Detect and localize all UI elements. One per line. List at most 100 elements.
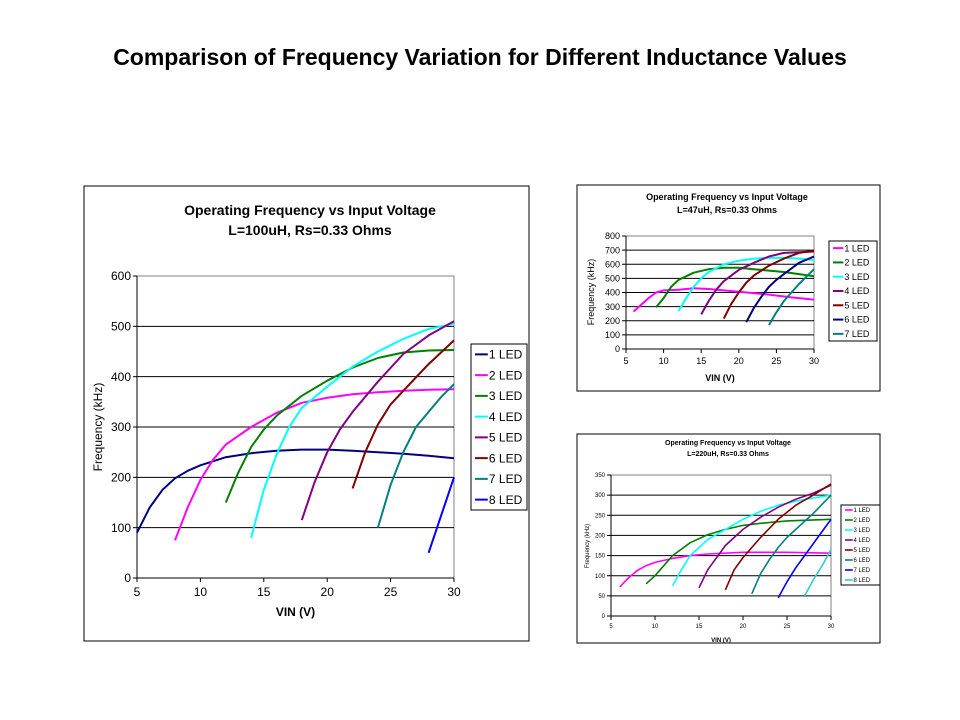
y-tick-label: 100 <box>595 574 606 580</box>
y-tick-label: 350 <box>595 473 606 479</box>
legend: 1 LED 2 LED 3 LED 4 LED 5 LED 6 LED 7 LED 8 LED <box>470 343 528 511</box>
legend: 1 LED 2 LED 3 LED 4 LED 5 LED 6 LED 7 LED 8 LED <box>840 504 881 586</box>
x-axis-label: VIN (V) <box>711 638 731 644</box>
y-tick-label: 400 <box>111 370 131 384</box>
y-axis-label: Frequency (kHz) <box>586 259 596 326</box>
series-line-3 <box>671 494 832 587</box>
series-line-6 <box>745 255 815 323</box>
legend-label: 6 LED <box>844 315 870 325</box>
series-line-5 <box>722 249 815 320</box>
x-tick-label: 30 <box>828 624 835 630</box>
chart-subtitle: L=220uH, Rs=0.33 Ohms <box>687 451 769 458</box>
legend-label: 3 LED <box>489 389 523 403</box>
x-tick-label: 5 <box>134 585 141 599</box>
legend-label: 5 LED <box>489 431 523 445</box>
series-line-5 <box>300 320 455 521</box>
chart-subtitle: L=47uH, Rs=0.33 Ohms <box>677 205 777 215</box>
y-tick-label: 800 <box>605 231 620 241</box>
legend-label: 4 LED <box>853 538 870 544</box>
y-tick-label: 100 <box>111 521 131 535</box>
y-tick-label: 300 <box>111 420 131 434</box>
series-line-7 <box>376 383 455 528</box>
x-tick-label: 5 <box>623 356 628 366</box>
series-line-3 <box>224 349 455 503</box>
legend-label: 8 LED <box>489 493 523 507</box>
x-tick-label: 30 <box>447 585 461 599</box>
chart-1: Operating Frequency vs Input Voltage L=10… <box>83 185 530 642</box>
chart-2: Operating Frequency vs Input Voltage L=47… <box>576 184 881 392</box>
legend-label: 6 LED <box>853 558 870 564</box>
x-tick-label: 25 <box>384 585 398 599</box>
series-line-6 <box>351 339 455 489</box>
legend-label: 2 LED <box>844 258 870 268</box>
x-tick-label: 15 <box>696 624 703 630</box>
plot-area <box>610 474 832 617</box>
y-tick-label: 150 <box>595 554 606 560</box>
legend-box <box>470 343 528 511</box>
x-tick-label: 30 <box>809 356 819 366</box>
legend-box <box>840 504 881 586</box>
legend-label: 6 LED <box>489 451 523 465</box>
series-line-8 <box>427 476 455 554</box>
legend-label: 3 LED <box>853 528 870 534</box>
series-line-2 <box>655 266 815 308</box>
series-line-8 <box>803 549 832 597</box>
y-tick-label: 100 <box>605 330 620 340</box>
y-tick-label: 700 <box>605 245 620 255</box>
y-axis-label: Frequency (kHz) <box>91 383 105 472</box>
legend-label: 1 LED <box>844 243 870 253</box>
legend-label: 1 LED <box>853 508 870 514</box>
y-tick-label: 500 <box>111 320 131 334</box>
legend-label: 4 LED <box>844 286 870 296</box>
y-tick-label: 600 <box>605 259 620 269</box>
x-tick-label: 25 <box>784 624 791 630</box>
y-tick-label: 50 <box>598 594 605 600</box>
series-line-1 <box>619 551 832 588</box>
series-line-4 <box>250 322 455 538</box>
series-line-7 <box>777 518 832 599</box>
x-tick-label: 15 <box>257 585 271 599</box>
y-tick-label: 500 <box>605 274 620 284</box>
legend-label: 7 LED <box>853 568 870 574</box>
chart-title: Operating Frequency vs Input Voltage <box>665 440 791 447</box>
legend-label: 8 LED <box>853 578 870 584</box>
series-line-4 <box>698 484 832 589</box>
legend-label: 7 LED <box>489 472 523 486</box>
series-line-2 <box>645 518 832 585</box>
y-tick-label: 300 <box>595 493 606 499</box>
series-line-6 <box>751 494 832 595</box>
legend-label: 2 LED <box>489 368 523 382</box>
x-tick-label: 20 <box>321 585 335 599</box>
y-tick-label: 400 <box>605 288 620 298</box>
chart-subtitle: L=100uH, Rs=0.33 Ohms <box>228 222 392 238</box>
legend-label: 5 LED <box>844 300 870 310</box>
y-tick-label: 300 <box>605 302 620 312</box>
legend-label: 3 LED <box>844 272 870 282</box>
y-tick-label: 200 <box>595 534 606 540</box>
x-tick-label: 10 <box>659 356 669 366</box>
y-tick-label: 200 <box>605 316 620 326</box>
series-line-7 <box>768 268 815 326</box>
chart-title: Operating Frequency vs Input Voltage <box>646 192 808 202</box>
legend-label: 7 LED <box>844 329 870 339</box>
y-tick-label: 200 <box>111 471 131 485</box>
x-axis-label: VIN (V) <box>276 605 315 619</box>
x-tick-label: 25 <box>771 356 781 366</box>
y-tick-label: 0 <box>602 614 606 620</box>
y-tick-label: 600 <box>111 269 131 283</box>
legend-label: 1 LED <box>489 348 523 362</box>
legend: 1 LED 2 LED 3 LED 4 LED 5 LED 6 LED 7 LED <box>828 240 878 342</box>
legend-label: 4 LED <box>489 410 523 424</box>
x-tick-label: 20 <box>734 356 744 366</box>
chart-3: Operating Frequency vs Input Voltage L=22… <box>576 433 881 644</box>
legend-label: 2 LED <box>853 518 870 524</box>
series-line-1 <box>136 448 455 534</box>
x-tick-label: 10 <box>652 624 659 630</box>
x-tick-label: 20 <box>740 624 747 630</box>
y-axis-label: Frequency (kHz) <box>585 524 591 568</box>
chart-title: Operating Frequency vs Input Voltage <box>184 202 436 218</box>
x-tick-label: 5 <box>609 624 613 630</box>
slide-title: Comparison of Frequency Variation for Di… <box>113 44 847 70</box>
x-axis-label: VIN (V) <box>705 373 735 383</box>
